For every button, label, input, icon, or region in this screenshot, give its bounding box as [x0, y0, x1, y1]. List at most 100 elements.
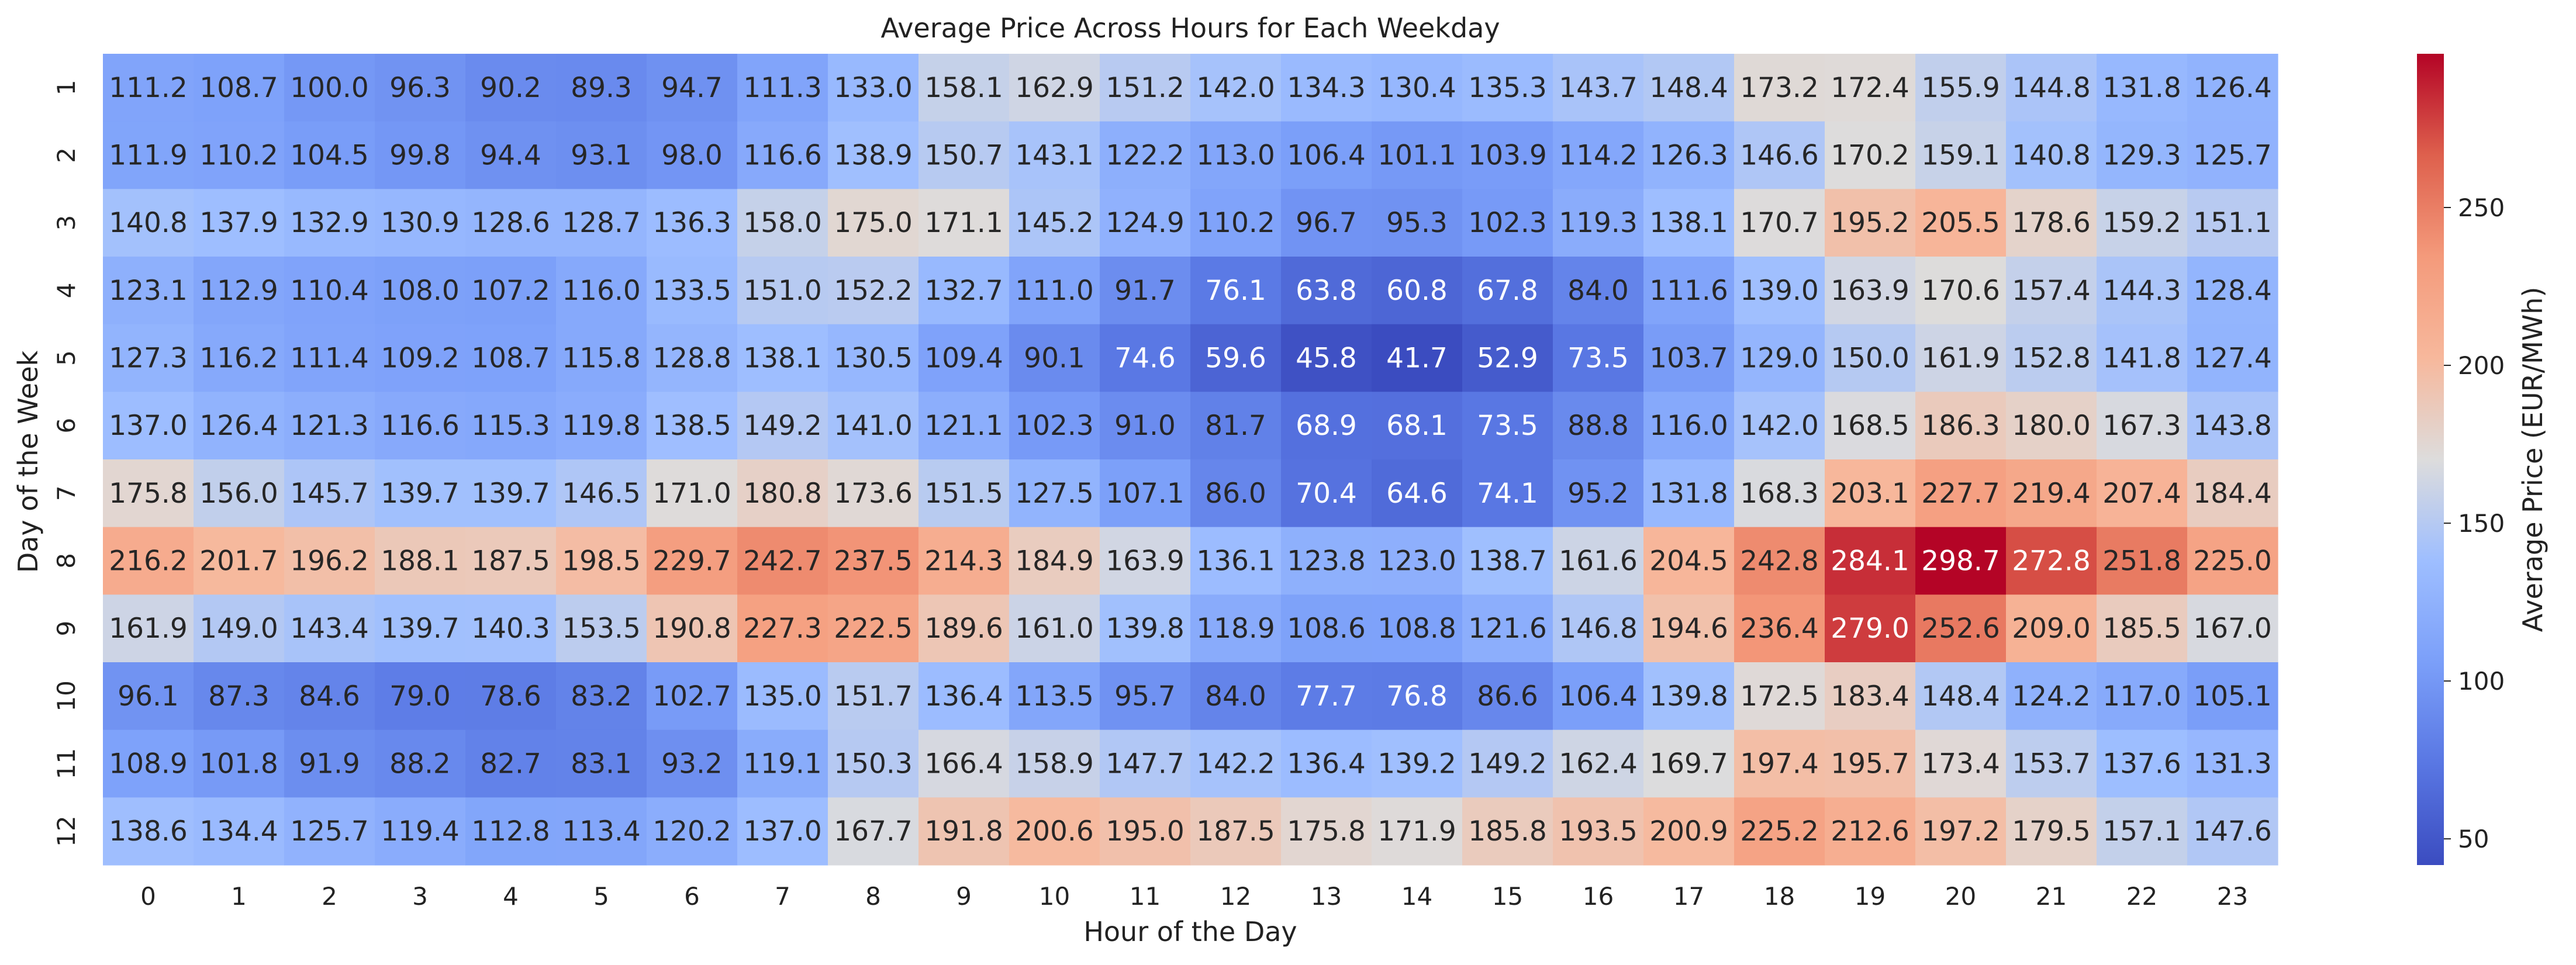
heatmap-cell — [2097, 729, 2188, 798]
heatmap-cell — [1825, 729, 1916, 798]
cell-value-label: 204.5 — [1649, 545, 1728, 577]
heatmap-cell — [1281, 121, 1372, 189]
cell-value-label: 149.2 — [1468, 748, 1547, 780]
cell-value-label: 252.6 — [1921, 613, 2000, 645]
heatmap-cell — [647, 729, 738, 798]
heatmap-cell — [1100, 797, 1191, 866]
heatmap-cell — [1372, 54, 1463, 122]
cell-value-label: 148.4 — [1921, 680, 2000, 712]
heatmap-cell — [2097, 662, 2188, 731]
heatmap-cell — [1009, 797, 1100, 866]
heatmap-cell — [1734, 459, 1825, 528]
cell-value-label: 119.4 — [381, 815, 460, 848]
cell-value-label: 101.1 — [1377, 140, 1456, 172]
cell-value-label: 167.0 — [2193, 613, 2272, 645]
heatmap-cell — [284, 54, 375, 122]
heatmap-cell — [1462, 459, 1553, 528]
cell-value-label: 180.8 — [743, 478, 822, 510]
cell-value-label: 89.3 — [571, 72, 632, 104]
heatmap-cell — [1915, 797, 2007, 866]
x-tick-label: 13 — [1311, 882, 1342, 911]
cell-value-label: 139.7 — [381, 478, 460, 510]
heatmap-cell — [284, 662, 375, 731]
heatmap-cell — [194, 121, 285, 189]
heatmap-cell — [103, 392, 194, 460]
cell-value-label: 131.3 — [2193, 748, 2272, 780]
cell-value-label: 73.5 — [1567, 343, 1629, 375]
cell-value-label: 74.6 — [1114, 343, 1176, 375]
heatmap-cell — [1915, 324, 2007, 392]
heatmap-cell — [1734, 594, 1825, 663]
heatmap-cell — [1372, 257, 1463, 325]
heatmap-cell — [375, 662, 466, 731]
cell-value-label: 111.4 — [290, 343, 369, 375]
heatmap-cell — [1915, 662, 2007, 731]
x-axis-label: Hour of the Day — [1083, 916, 1297, 947]
cell-value-label: 209.0 — [2012, 613, 2091, 645]
heatmap-cell — [375, 459, 466, 528]
heatmap-cell — [1915, 459, 2007, 528]
heatmap-cell — [1190, 729, 1282, 798]
x-tick-label: 1 — [231, 882, 247, 911]
cell-value-label: 216.2 — [109, 545, 188, 577]
x-tick-label: 16 — [1583, 882, 1614, 911]
heatmap-cell — [647, 324, 738, 392]
heatmap-cell — [1372, 527, 1463, 595]
colorbar-tick-label: 50 — [2458, 825, 2489, 853]
heatmap-cell — [918, 324, 1010, 392]
cell-value-label: 145.2 — [1015, 207, 1094, 239]
heatmap-cell — [828, 324, 919, 392]
cell-value-label: 185.8 — [1468, 815, 1547, 848]
heatmap-cell — [1553, 121, 1644, 189]
heatmap-cell — [465, 189, 557, 257]
heatmap-cell — [1009, 594, 1100, 663]
cell-value-label: 82.7 — [480, 748, 541, 780]
heatmap-cell — [828, 121, 919, 189]
heatmap-cell — [375, 392, 466, 460]
heatmap-cell — [2187, 527, 2278, 595]
heatmap-cell — [1734, 324, 1825, 392]
cell-value-label: 103.9 — [1468, 140, 1547, 172]
heatmap-cell — [2097, 257, 2188, 325]
heatmap-cell — [465, 121, 557, 189]
cell-value-label: 156.0 — [199, 478, 278, 510]
heatmap-cell — [737, 257, 828, 325]
cell-value-label: 187.5 — [471, 545, 550, 577]
heatmap-cell — [737, 594, 828, 663]
cell-value-label: 136.3 — [652, 207, 731, 239]
heatmap-cell — [1734, 729, 1825, 798]
cell-value-label: 140.8 — [109, 207, 188, 239]
heatmap-cell — [1462, 527, 1553, 595]
heatmap-cell — [1643, 527, 1735, 595]
heatmap-cell — [465, 54, 557, 122]
cell-value-label: 111.9 — [109, 140, 188, 172]
heatmap-cell — [103, 797, 194, 866]
cell-value-label: 113.5 — [1015, 680, 1094, 712]
cell-value-label: 200.9 — [1649, 815, 1728, 848]
heatmap-cell — [737, 797, 828, 866]
heatmap-cell — [1643, 662, 1735, 731]
cell-value-label: 197.4 — [1740, 748, 1819, 780]
heatmap-cell — [375, 797, 466, 866]
cell-value-label: 116.0 — [562, 275, 641, 307]
heatmap-cell — [1281, 594, 1372, 663]
cell-value-label: 157.1 — [2102, 815, 2181, 848]
heatmap-cell — [1734, 662, 1825, 731]
heatmap-cell — [828, 257, 919, 325]
heatmap-cell — [556, 257, 647, 325]
heatmap-cell — [1553, 797, 1644, 866]
cell-value-label: 87.3 — [208, 680, 270, 712]
heatmap-cell — [647, 257, 738, 325]
heatmap-cell — [1825, 662, 1916, 731]
cell-value-label: 161.9 — [1921, 343, 2000, 375]
cell-value-label: 186.3 — [1921, 410, 2000, 442]
heatmap-cell — [284, 189, 375, 257]
cell-value-label: 138.6 — [109, 815, 188, 848]
x-tick-label: 9 — [956, 882, 972, 911]
cell-value-label: 227.7 — [1921, 478, 2000, 510]
cell-value-label: 153.7 — [2012, 748, 2091, 780]
cell-value-label: 143.4 — [290, 613, 369, 645]
cell-value-label: 94.7 — [661, 72, 723, 104]
heatmap-cell — [2097, 121, 2188, 189]
cell-value-label: 136.4 — [924, 680, 1003, 712]
